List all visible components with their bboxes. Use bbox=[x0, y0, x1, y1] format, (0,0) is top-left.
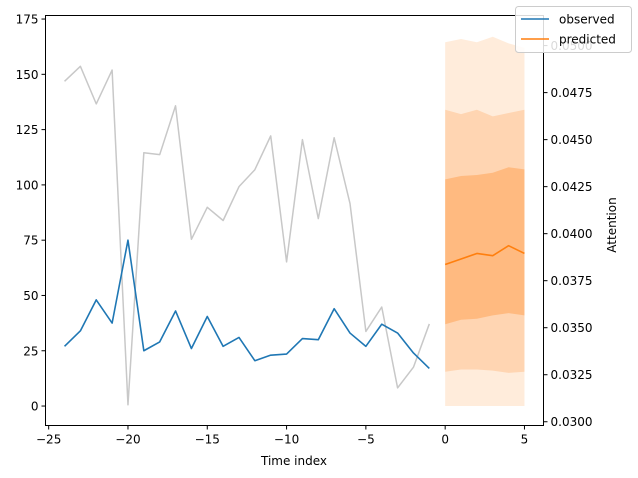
y-tick-label: 150 bbox=[16, 68, 39, 82]
plot-frame bbox=[45, 15, 544, 426]
prediction-band-1 bbox=[445, 36, 525, 407]
y-axis-right: 0.0300 0.0325 0.0350 0.0375 0.0400 0.0425 0.04… bbox=[543, 39, 593, 429]
x-tick-label: −5 bbox=[357, 433, 375, 447]
x-tick-label: −25 bbox=[36, 433, 61, 447]
x-axis: −25 −20 −15 −10 −5 0 5 bbox=[36, 425, 529, 447]
y2-tick-label: 0.0375 bbox=[551, 274, 593, 288]
predicted-line bbox=[444, 244, 525, 266]
x-tick-label: 0 bbox=[441, 433, 449, 447]
y-tick-label: 75 bbox=[23, 234, 38, 248]
prediction-band-2 bbox=[445, 109, 525, 373]
legend-label-predicted: predicted bbox=[559, 33, 616, 47]
y2-tick-label: 0.0425 bbox=[551, 180, 593, 194]
x-axis-label: Time index bbox=[260, 454, 327, 468]
series-lines bbox=[63, 65, 525, 406]
x-tick-label: −15 bbox=[195, 433, 220, 447]
y-tick-label: 0 bbox=[31, 400, 39, 414]
x-tick-label: −10 bbox=[274, 433, 299, 447]
legend: observed predicted bbox=[515, 6, 632, 53]
attention-line bbox=[64, 65, 431, 406]
y2-tick-label: 0.0475 bbox=[551, 86, 593, 100]
y2-tick-label: 0.0450 bbox=[551, 133, 593, 147]
prediction-bands bbox=[445, 36, 525, 407]
y-tick-label: 175 bbox=[16, 13, 39, 27]
y2-axis-label: Attention bbox=[605, 197, 619, 252]
y-tick-label: 50 bbox=[23, 289, 38, 303]
legend-box bbox=[515, 6, 632, 53]
y-axis-left: 0 25 50 75 100 125 150 175 bbox=[16, 13, 46, 414]
x-tick-label: 5 bbox=[521, 433, 529, 447]
y2-tick-label: 0.0350 bbox=[551, 321, 593, 335]
observed-line bbox=[63, 239, 430, 370]
y2-tick-label: 0.0325 bbox=[551, 368, 593, 382]
legend-label-observed: observed bbox=[559, 13, 615, 27]
y2-tick-label: 0.0300 bbox=[551, 415, 593, 429]
y-tick-label: 25 bbox=[23, 344, 38, 358]
y-tick-label: 125 bbox=[16, 123, 39, 137]
x-tick-label: −20 bbox=[115, 433, 140, 447]
prediction-band-3 bbox=[445, 167, 525, 325]
y2-tick-label: 0.0400 bbox=[551, 227, 593, 241]
y-tick-label: 100 bbox=[16, 178, 39, 192]
